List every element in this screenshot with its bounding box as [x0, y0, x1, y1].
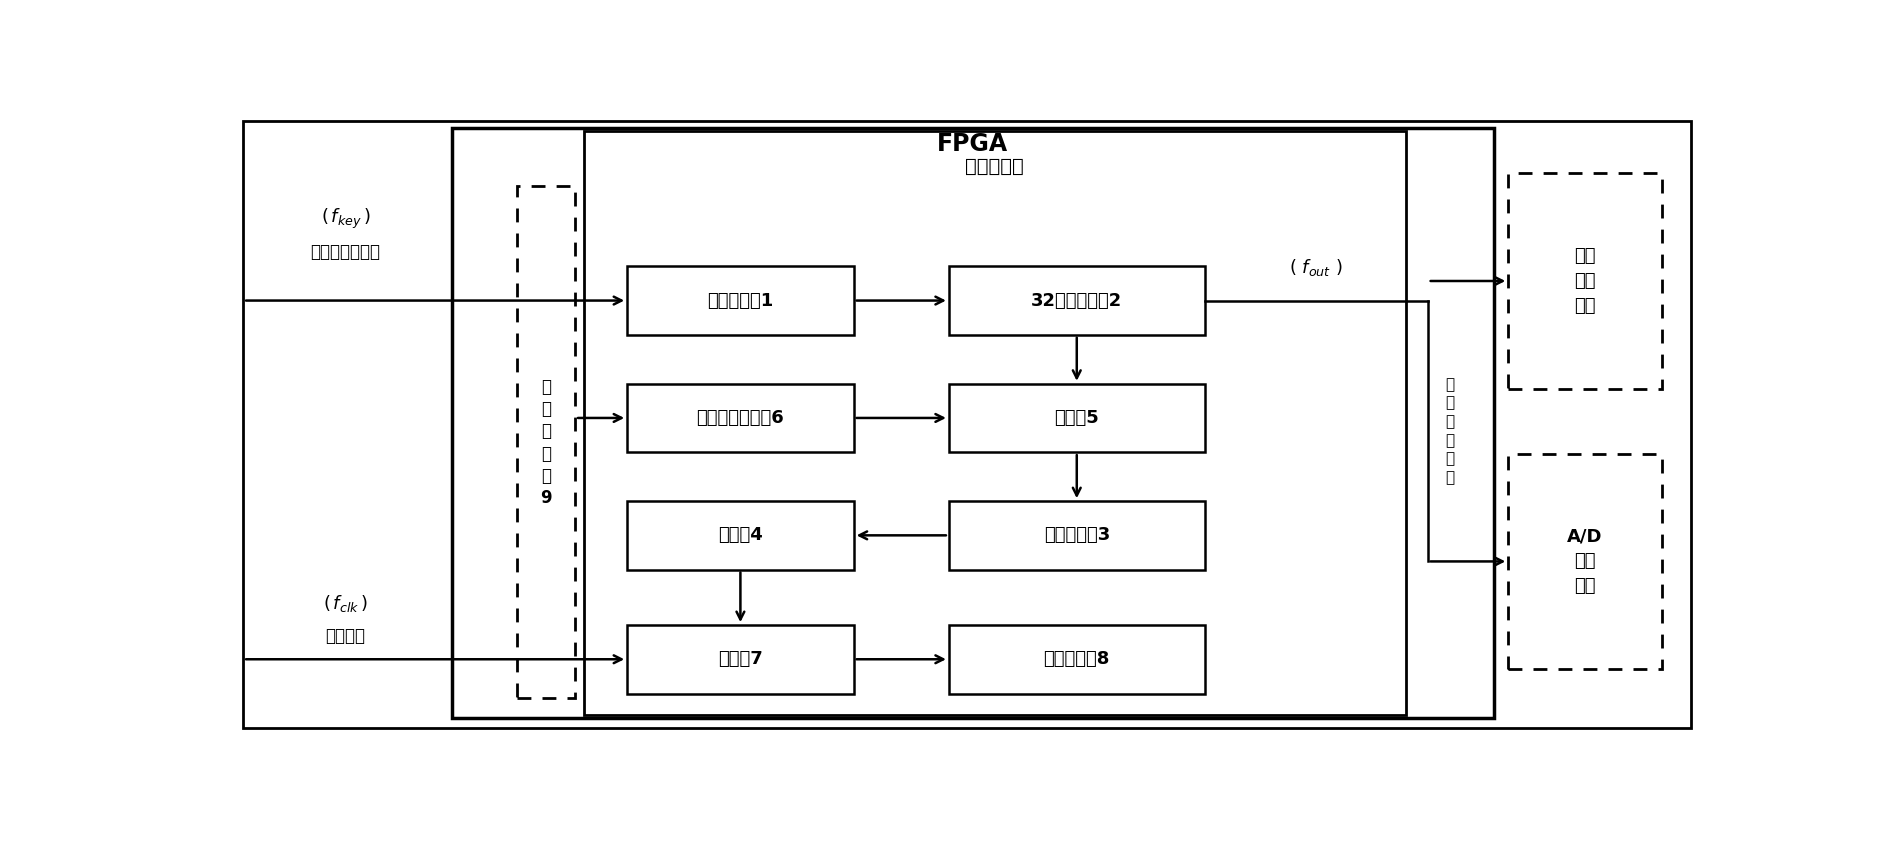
Text: 倍
频
信
号
输
出: 倍 频 信 号 输 出 [1445, 377, 1455, 485]
Text: 键相倍数存放器6: 键相倍数存放器6 [696, 409, 785, 427]
Bar [626, 384, 853, 452]
Bar [626, 625, 853, 694]
Bar [1508, 174, 1662, 389]
Text: FPGA: FPGA [938, 132, 1008, 156]
Text: 纠错器4: 纠错器4 [719, 526, 762, 545]
Bar [1508, 454, 1662, 669]
Text: $(\,\mathit{f_{key}}\,)$: $(\,\mathit{f_{key}}\,)$ [321, 207, 370, 231]
Text: 线性预测器3: 线性预测器3 [1044, 526, 1110, 545]
Text: 锁存器7: 锁存器7 [719, 650, 762, 668]
Text: 键相倍频器: 键相倍频器 [966, 158, 1025, 176]
Bar [583, 131, 1406, 715]
Bar [949, 384, 1204, 452]
Bar [949, 501, 1204, 569]
Text: 减法计数器8: 减法计数器8 [1044, 650, 1110, 668]
Text: 转速
输出
模块: 转速 输出 模块 [1574, 247, 1596, 315]
Bar [949, 266, 1204, 335]
Bar [949, 625, 1204, 694]
Bar [626, 501, 853, 569]
Text: A/D
控制
模块: A/D 控制 模块 [1568, 528, 1602, 595]
Bar [517, 186, 576, 699]
Text: $(\,\mathit{f_{clk}}\,)$: $(\,\mathit{f_{clk}}\,)$ [323, 594, 368, 614]
Bar [453, 128, 1495, 718]
Text: 调理后键相信号: 调理后键相信号 [311, 242, 381, 261]
Text: 时钟信号: 时钟信号 [326, 628, 366, 645]
Text: 方波处理器1: 方波处理器1 [708, 291, 774, 309]
Text: 32位加法计数2: 32位加法计数2 [1030, 291, 1123, 309]
Text: $\mathit{(\ f_{out}\ )}$: $\mathit{(\ f_{out}\ )}$ [1289, 257, 1344, 279]
Text: 除法器5: 除法器5 [1055, 409, 1098, 427]
Bar [626, 266, 853, 335]
Text: 配
置
寄
存
器
9: 配 置 寄 存 器 9 [540, 378, 551, 507]
